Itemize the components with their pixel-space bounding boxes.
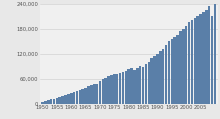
Bar [96, 84, 98, 104]
Bar [93, 84, 95, 104]
Bar [199, 14, 202, 104]
Bar [104, 78, 107, 104]
Bar [188, 22, 190, 104]
Bar [41, 102, 44, 104]
Bar [179, 31, 182, 104]
Bar [87, 86, 90, 104]
Bar [125, 71, 127, 104]
Bar [47, 100, 50, 104]
Bar [148, 62, 150, 104]
Bar [153, 56, 156, 104]
Bar [133, 70, 136, 104]
Bar [102, 79, 104, 104]
Bar [182, 29, 185, 104]
Bar [170, 39, 173, 104]
Bar [53, 99, 55, 104]
Bar [81, 89, 84, 104]
Bar [150, 58, 153, 104]
Bar [44, 101, 47, 104]
Bar [64, 95, 67, 104]
Bar [165, 45, 167, 104]
Bar [130, 68, 133, 104]
Bar [119, 73, 121, 104]
Bar [107, 77, 110, 104]
Bar [142, 67, 144, 104]
Bar [99, 81, 101, 104]
Bar [59, 97, 61, 104]
Bar [194, 18, 196, 104]
Bar [90, 85, 93, 104]
Bar [67, 94, 70, 104]
Bar [145, 64, 147, 104]
Bar [84, 88, 87, 104]
Bar [185, 27, 187, 104]
Bar [56, 98, 58, 104]
Bar [70, 93, 73, 104]
Bar [76, 91, 78, 104]
Bar [208, 6, 211, 104]
Bar [156, 54, 159, 104]
Bar [50, 99, 52, 104]
Bar [79, 90, 81, 104]
Bar [168, 41, 170, 104]
Bar [159, 51, 162, 104]
Bar [113, 74, 116, 104]
Bar [211, 16, 213, 104]
Bar [214, 4, 216, 104]
Bar [136, 68, 139, 104]
Bar [191, 20, 193, 104]
Bar [139, 66, 141, 104]
Bar [202, 12, 205, 104]
Bar [196, 16, 199, 104]
Bar [122, 72, 124, 104]
Bar [73, 92, 75, 104]
Bar [205, 10, 208, 104]
Bar [176, 35, 179, 104]
Bar [110, 75, 113, 104]
Bar [127, 69, 130, 104]
Bar [61, 96, 64, 104]
Bar [173, 37, 176, 104]
Bar [116, 74, 119, 104]
Bar [162, 49, 165, 104]
